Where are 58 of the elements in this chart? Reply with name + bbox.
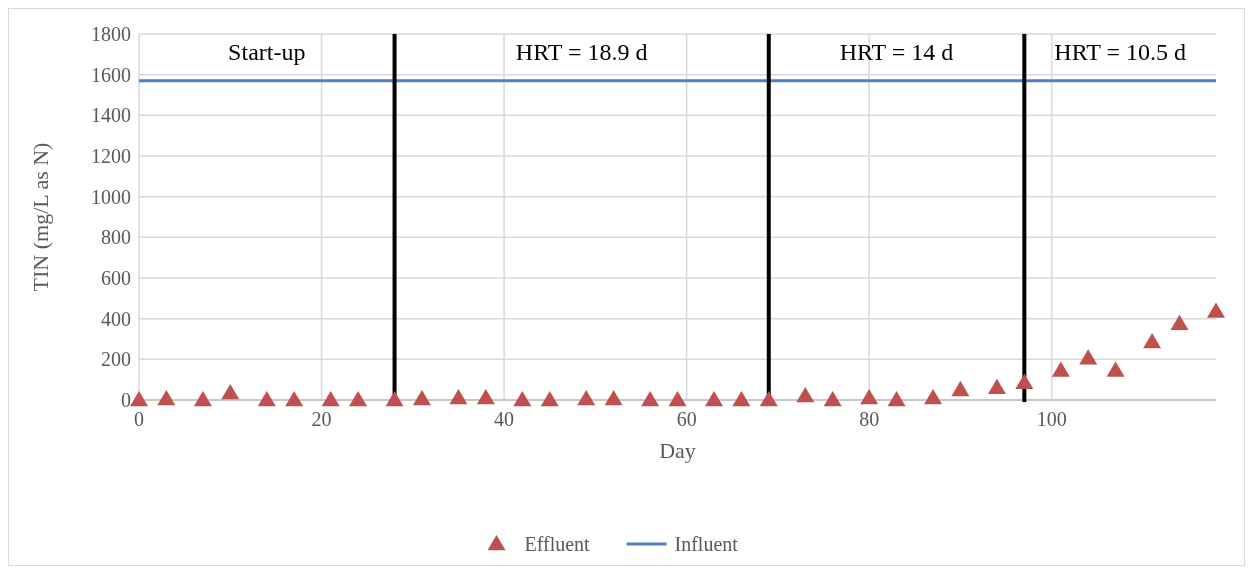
- y-tick-label: 1600: [91, 63, 131, 86]
- point: [924, 388, 943, 405]
- point: [193, 391, 212, 407]
- point: [1143, 333, 1162, 349]
- y-tick-label: 800: [101, 226, 131, 249]
- y-tick-label: 1400: [91, 104, 131, 127]
- point: [641, 391, 660, 407]
- point: [385, 391, 404, 407]
- point: [1170, 314, 1189, 331]
- point: [513, 391, 532, 407]
- point: [987, 378, 1006, 395]
- legend-label: Influent: [674, 533, 739, 555]
- point: [221, 383, 240, 400]
- x-tick-label: 20: [311, 408, 332, 430]
- point: [705, 391, 724, 407]
- x-tick-label: 40: [494, 408, 515, 430]
- point: [668, 391, 687, 407]
- annotation: HRT = 14 d: [839, 39, 954, 66]
- point: [759, 391, 778, 407]
- point: [577, 389, 596, 406]
- point: [1015, 373, 1034, 390]
- y-tick-label: 1200: [91, 145, 131, 167]
- point: [604, 389, 623, 406]
- x-tick-label: 80: [859, 408, 880, 430]
- point: [130, 391, 148, 407]
- point: [449, 388, 468, 405]
- point: [476, 388, 495, 405]
- point: [951, 380, 970, 397]
- point: [349, 391, 368, 407]
- annotation: HRT = 10.5 d: [1054, 39, 1186, 66]
- point: [540, 391, 559, 407]
- annotation: HRT = 18.9 d: [515, 39, 648, 66]
- point: [732, 391, 751, 407]
- point: [796, 386, 815, 403]
- x-tick-label: 60: [676, 408, 697, 430]
- point: [860, 388, 879, 405]
- point: [887, 391, 906, 407]
- legend-label: Effluent: [524, 533, 591, 555]
- point: [1106, 361, 1125, 377]
- point: [285, 391, 304, 407]
- point: [1079, 349, 1098, 365]
- y-tick-label: 400: [101, 307, 131, 330]
- point: [257, 391, 276, 407]
- point: [1051, 361, 1070, 377]
- point: [321, 391, 340, 407]
- annotation: Start-up: [228, 39, 306, 66]
- point: [1207, 302, 1225, 318]
- y-tick-label: 200: [101, 348, 131, 371]
- point: [412, 389, 431, 406]
- x-axis-title: Day: [659, 438, 696, 463]
- x-tick-label: 100: [1036, 408, 1067, 430]
- y-tick-label: 0: [121, 389, 131, 411]
- y-tick-label: 1000: [91, 185, 131, 208]
- point: [823, 391, 842, 407]
- point: [157, 389, 176, 406]
- y-axis-title: TIN (mg/L as N): [28, 142, 53, 292]
- y-tick-label: 600: [101, 267, 131, 289]
- y-tick-label: 1800: [91, 23, 131, 45]
